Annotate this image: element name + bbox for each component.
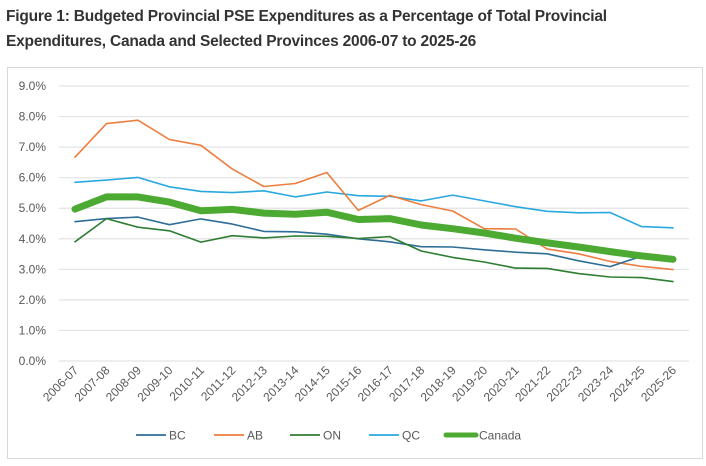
y-tick-label: 3.0% — [19, 262, 47, 276]
legend-label-ab: AB — [247, 429, 263, 443]
y-tick-label: 1.0% — [19, 323, 47, 337]
chart-title-line-2: Expenditures, Canada and Selected Provin… — [6, 33, 477, 50]
y-tick-label: 7.0% — [19, 140, 47, 154]
series-line-qc — [74, 176, 674, 229]
series-line-on — [74, 217, 674, 283]
chart-title-line-1: Figure 1: Budgeted Provincial PSE Expend… — [6, 8, 607, 25]
series-lines — [71, 119, 677, 283]
y-tick-label: 4.0% — [19, 232, 47, 246]
series-line-bc — [74, 216, 674, 268]
y-tick-label: 6.0% — [19, 171, 47, 185]
y-tick-label: 8.0% — [19, 110, 47, 124]
gridlines — [59, 85, 689, 362]
y-tick-label: 9.0% — [19, 79, 47, 93]
chart-frame — [7, 67, 703, 459]
y-tick-label: 0.0% — [19, 354, 47, 368]
x-tick-label: 2025-26 — [638, 363, 679, 404]
chart-title: Figure 1: Budgeted Provincial PSE Expend… — [6, 4, 696, 54]
legend-label-canada: Canada — [479, 429, 521, 443]
legend-label-on: ON — [323, 429, 341, 443]
y-axis-ticks: 0.0% 1.0% 2.0% 3.0% 4.0% 5.0% 6.0% 7.0% 8.0% 9.0% — [19, 79, 47, 368]
legend-label-qc: QC — [402, 429, 420, 443]
y-tick-label: 5.0% — [19, 201, 47, 215]
legend-label-bc: BC — [169, 429, 186, 443]
x-axis-ticks: 2006-072007-082008-092009-102010-112011-… — [40, 363, 679, 404]
y-tick-label: 2.0% — [19, 293, 47, 307]
series-line-ab — [74, 119, 674, 271]
series-line-canada — [71, 193, 677, 263]
legend: BC AB ON QC Canada — [136, 429, 521, 443]
